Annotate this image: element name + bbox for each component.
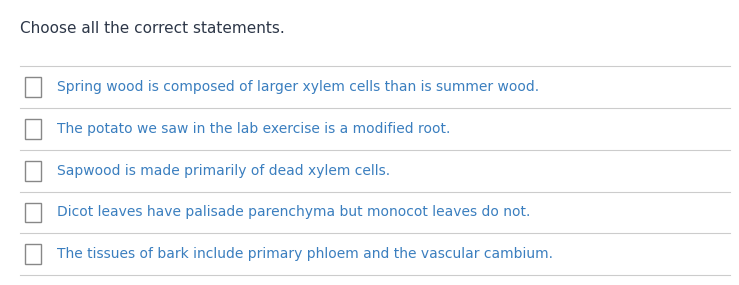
FancyBboxPatch shape xyxy=(25,119,41,139)
Text: Dicot leaves have palisade parenchyma but monocot leaves do not.: Dicot leaves have palisade parenchyma bu… xyxy=(57,205,530,219)
FancyBboxPatch shape xyxy=(25,161,41,181)
Text: The potato we saw in the lab exercise is a modified root.: The potato we saw in the lab exercise is… xyxy=(57,122,450,136)
Text: Sapwood is made primarily of dead xylem cells.: Sapwood is made primarily of dead xylem … xyxy=(57,164,389,178)
Text: Choose all the correct statements.: Choose all the correct statements. xyxy=(20,21,285,36)
Text: Spring wood is composed of larger xylem cells than is summer wood.: Spring wood is composed of larger xylem … xyxy=(57,80,539,94)
Text: The tissues of bark include primary phloem and the vascular cambium.: The tissues of bark include primary phlo… xyxy=(57,247,553,261)
FancyBboxPatch shape xyxy=(25,77,41,97)
FancyBboxPatch shape xyxy=(25,244,41,264)
FancyBboxPatch shape xyxy=(25,203,41,222)
